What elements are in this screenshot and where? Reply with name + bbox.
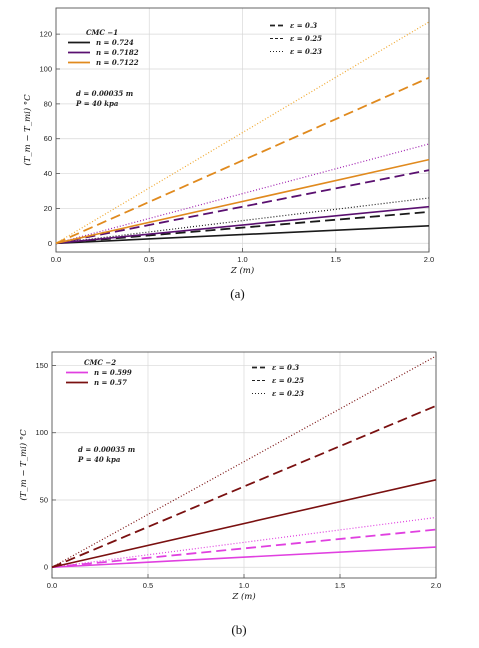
y-tick-label: 0 [44,563,48,572]
legend-entry: n = 0.724 [96,38,134,47]
y-tick-label: 0 [48,239,52,248]
legend-eps-entry: ε = 0.3 [272,363,299,372]
y-tick-label: 120 [39,30,52,39]
x-tick-label: 1.0 [237,255,247,264]
annotation: d = 0.00035 m [78,445,135,454]
x-tick-label: 1.5 [335,581,345,590]
y-tick-label: 100 [35,428,48,437]
annotation: d = 0.00035 m [76,89,133,98]
y-tick-label: 20 [44,204,52,213]
series-line-2 [51,528,437,569]
y-tick-label: 60 [44,134,52,143]
figure-caption: (b) [231,622,246,637]
x-tick-label: 2.0 [424,255,434,264]
legend-eps-entry: ε = 0.25 [272,376,304,385]
legend-entry: n = 0.7182 [96,48,139,57]
x-tick-label: 0.0 [51,255,61,264]
legend-entry: n = 0.599 [94,368,132,377]
series-line-1 [55,225,430,245]
chart-panel-2: 0.0 0.5 1.0 1.5 2.0 0 50 100 150 Z (m) (T_m − T_mi… [18,351,441,637]
x-tick-label: 2.0 [431,581,441,590]
series-line-1 [51,546,437,569]
legend-eps-entry: ε = 0.3 [290,21,317,30]
x-axis-label: Z (m) [231,591,255,602]
legend-eps-entry: ε = 0.23 [290,47,322,56]
series-line-8 [55,76,430,245]
legend-title: CMC −2 [84,358,116,367]
annotation: P = 40 kpa [77,455,121,464]
legend-entry: n = 0.57 [94,378,127,387]
series-line-2 [55,211,430,245]
x-tick-label: 0.5 [144,255,154,264]
x-tick-label: 0.0 [47,581,57,590]
series-line-4 [51,479,437,569]
y-tick-label: 80 [44,99,52,108]
y-axis-label: (T_m − T_mi) °C [22,94,33,166]
y-axis-label: (T_m − T_mi) °C [18,429,29,501]
series-line-9 [55,21,430,244]
legend-title: CMC −1 [86,28,118,37]
legend-eps-entry: ε = 0.25 [290,34,322,43]
series-line-6 [51,355,437,568]
series-line-4 [55,205,430,245]
y-tick-label: 50 [40,495,48,504]
y-tick-label: 150 [35,361,48,370]
x-axis-label: Z (m) [230,265,254,276]
y-tick-label: 100 [39,65,52,74]
legend-eps-entry: ε = 0.23 [272,389,304,398]
legend-entry: n = 0.7122 [96,58,139,67]
series-line-6 [55,143,430,244]
figure-caption: (a) [230,286,244,301]
x-tick-label: 1.5 [331,255,341,264]
chart-panel-1: 0.0 0.5 1.0 1.5 2.0 0 20 40 60 80 100 120 Z (m) (T_m … [22,7,434,301]
x-tick-label: 0.5 [143,581,153,590]
y-tick-label: 40 [44,169,52,178]
series-line-7 [55,158,430,245]
series-line-5 [55,169,430,245]
x-tick-label: 1.0 [239,581,249,590]
annotation: P = 40 kpa [75,99,119,108]
series-line-5 [51,404,437,569]
